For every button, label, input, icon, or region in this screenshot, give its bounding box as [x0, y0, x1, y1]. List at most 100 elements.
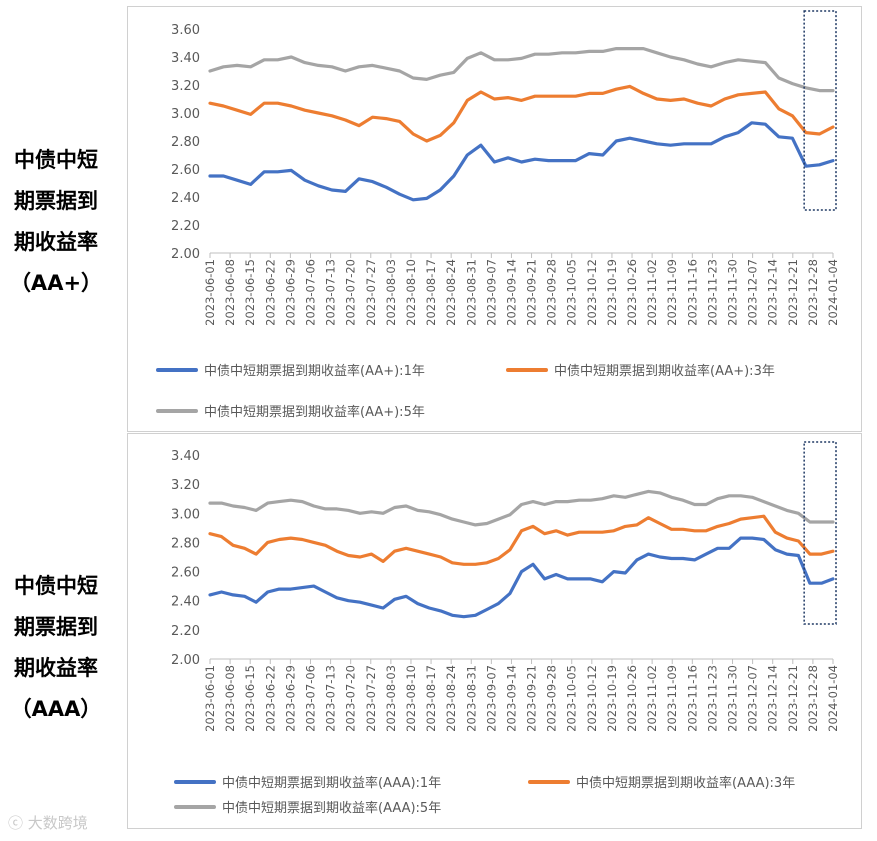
x-tick-label: 2023-08-24 — [444, 259, 458, 326]
legend-label: 中债中短期票据到期收益率(AAA):3年 — [576, 776, 796, 791]
legend-item: 中债中短期票据到期收益率(AAA):5年 — [174, 797, 441, 816]
x-tick-label: 2023-10-12 — [585, 259, 599, 326]
series-line-2 — [208, 514, 835, 566]
x-tick-label: 2023-10-26 — [625, 259, 639, 326]
y-tick-label: 2.00 — [171, 653, 200, 668]
x-tick-label: 2023-07-27 — [364, 259, 378, 326]
legend-label: 中债中短期票据到期收益率(AA+):1年 — [204, 364, 425, 379]
x-tick-label: 2023-09-21 — [525, 665, 539, 732]
x-tick-label: 2023-06-22 — [263, 665, 277, 732]
legend-swatch — [156, 367, 198, 372]
y-tick-label: 2.80 — [171, 536, 200, 551]
y-tick-label: 2.60 — [171, 566, 200, 581]
y-tick-label: 3.60 — [171, 23, 200, 38]
x-tick-label: 2023-10-26 — [625, 665, 639, 732]
chart-aaa: 2.00 2.20 2.40 2.60 2.80 3.00 3.20 3.40 2023-06-… — [171, 441, 840, 732]
x-tick-label: 2023-12-14 — [766, 665, 780, 732]
watermark-text: 大数跨境 — [27, 814, 88, 832]
x-tick-label: 2023-12-28 — [806, 259, 820, 326]
x-tick-label: 2023-08-10 — [404, 665, 418, 732]
x-tick-label: 2023-08-10 — [404, 259, 418, 326]
x-tick-label: 2023-07-20 — [344, 259, 358, 326]
x-tick-label: 2023-06-29 — [283, 259, 297, 326]
chart-panel-aaa: 2.00 2.20 2.40 2.60 2.80 3.00 3.20 3.40 2023-06-… — [127, 433, 862, 829]
y-tick-label: 3.20 — [171, 478, 200, 493]
y-tick-label: 3.00 — [171, 507, 200, 522]
x-tick-label: 2024-01-04 — [826, 665, 840, 732]
x-tick-label: 2023-06-15 — [243, 665, 257, 732]
y-tick-label: 2.40 — [171, 191, 200, 206]
y-tick-label: 2.40 — [171, 595, 200, 610]
x-tick-label: 2023-09-28 — [545, 665, 559, 732]
x-tick-label: 2023-08-17 — [424, 259, 438, 326]
x-tick-label: 2023-07-06 — [303, 259, 317, 326]
left-label-line: （AA+） — [9, 271, 103, 295]
x-tick-label: 2023-11-09 — [665, 665, 679, 732]
left-label-line: 期收益率 — [14, 230, 98, 254]
legend-swatch — [528, 779, 570, 784]
x-tick-label: 2023-06-15 — [243, 259, 257, 326]
x-tick-label: 2023-11-16 — [685, 259, 699, 326]
x-tick-label: 2023-09-07 — [484, 259, 498, 326]
x-tick-label: 2023-12-21 — [786, 665, 800, 732]
highlight-box — [803, 10, 837, 211]
y-tick-label: 3.00 — [171, 107, 200, 122]
legend-label: 中债中短期票据到期收益率(AA+):3年 — [554, 364, 775, 379]
legend-item: 中债中短期票据到期收益率(AAA):3年 — [528, 772, 795, 791]
x-tick-label: 2023-07-20 — [344, 665, 358, 732]
x-tick-label: 2023-07-06 — [303, 665, 317, 732]
legend-label: 中债中短期票据到期收益率(AAA):1年 — [222, 776, 442, 791]
legend-item: 中债中短期票据到期收益率(AA+):3年 — [506, 360, 775, 379]
legend-swatch — [506, 367, 548, 372]
left-label-line: （AAA） — [10, 697, 102, 721]
x-tick-label: 2023-11-30 — [726, 259, 740, 326]
x-tick-label: 2023-10-05 — [565, 259, 579, 326]
watermark: ⓒ 大数跨境 — [8, 812, 88, 833]
x-tick-label: 2023-08-03 — [384, 259, 398, 326]
x-tick-label: 2023-08-31 — [464, 259, 478, 326]
legend-item: 中债中短期票据到期收益率(AA+):5年 — [156, 401, 425, 420]
x-tick-label: 2023-10-19 — [605, 259, 619, 326]
x-tick-label: 2023-09-07 — [484, 665, 498, 732]
y-tick-label: 3.40 — [171, 449, 200, 464]
x-tick-label: 2023-08-24 — [444, 665, 458, 732]
x-tick-label: 2023-06-01 — [203, 665, 217, 732]
chart-panel-aaplus: 2.00 2.20 2.40 2.60 2.80 3.00 3.20 3.40 3.60 2023… — [127, 6, 862, 432]
x-tick-label: 2023-11-02 — [645, 259, 659, 326]
series-line-3 — [208, 489, 835, 527]
y-tick-label: 3.40 — [171, 51, 200, 66]
x-tick-label: 2024-01-04 — [826, 259, 840, 326]
x-tick-label: 2023-06-01 — [203, 259, 217, 326]
x-tick-label: 2023-08-31 — [464, 665, 478, 732]
y-tick-label: 2.20 — [171, 624, 200, 639]
legend-label: 中债中短期票据到期收益率(AAA):5年 — [222, 801, 442, 816]
left-label-aaplus: 中债中短 期票据到 期收益率 （AA+） — [0, 140, 112, 304]
x-tick-label: 2023-12-07 — [746, 259, 760, 326]
x-tick-label: 2023-07-13 — [324, 259, 338, 326]
x-tick-label: 2023-06-08 — [223, 665, 237, 732]
x-tick-label: 2023-06-29 — [283, 665, 297, 732]
left-label-line: 中债中短 — [14, 148, 98, 172]
x-tick-label: 2023-06-22 — [263, 259, 277, 326]
left-label-line: 期收益率 — [14, 656, 98, 680]
highlight-box — [803, 441, 837, 625]
chart-aaplus: 2.00 2.20 2.40 2.60 2.80 3.00 3.20 3.40 3.60 2023… — [171, 10, 840, 326]
x-tick-label: 2023-07-13 — [324, 665, 338, 732]
legend-swatch — [174, 804, 216, 809]
y-tick-label: 2.20 — [171, 219, 200, 234]
watermark-logo-icon: ⓒ — [8, 814, 24, 832]
x-tick-label: 2023-11-09 — [665, 259, 679, 326]
y-tick-label: 2.00 — [171, 247, 200, 262]
x-tick-label: 2023-12-14 — [766, 259, 780, 326]
x-tick-label: 2023-11-02 — [645, 665, 659, 732]
x-tick-label: 2023-09-14 — [504, 259, 518, 326]
x-tick-label: 2023-09-28 — [545, 259, 559, 326]
left-label-line: 期票据到 — [14, 615, 98, 639]
x-tick-label: 2023-12-07 — [746, 665, 760, 732]
x-tick-label: 2023-09-21 — [525, 259, 539, 326]
series-line-1 — [208, 536, 835, 619]
x-tick-label: 2023-08-17 — [424, 665, 438, 732]
left-label-aaa: 中债中短 期票据到 期收益率 （AAA） — [0, 566, 112, 730]
legend-item: 中债中短期票据到期收益率(AA+):1年 — [156, 360, 425, 379]
x-tick-label: 2023-10-12 — [585, 665, 599, 732]
